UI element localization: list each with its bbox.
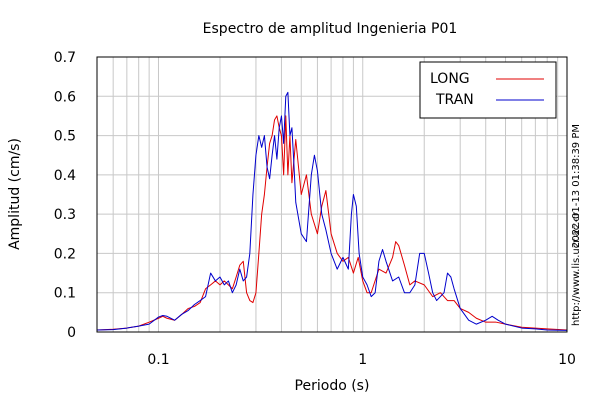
timestamp-annotation: 2022-01-13 01:38:39 PM	[571, 124, 582, 248]
chart-title: Espectro de amplitud Ingenieria P01	[203, 21, 458, 37]
series-line-tran	[96, 91, 568, 331]
y-tick-label: 0.3	[54, 207, 76, 223]
y-tick-label: 0.6	[54, 89, 76, 105]
plot-frame	[96, 56, 568, 333]
y-tick-label: 0	[67, 325, 76, 341]
legend-box	[419, 61, 557, 119]
y-tick-label: 0.4	[54, 168, 76, 184]
y-axis-label: Amplitud (cm/s)	[7, 138, 23, 250]
legend: LONG TRAN	[419, 61, 557, 119]
x-tick-label: 0.1	[147, 352, 169, 368]
y-tick-label: 0.7	[54, 50, 76, 66]
series-layer	[96, 91, 568, 331]
url-annotation: http://www.lis.ucr.ac.cr	[571, 211, 582, 326]
x-axis-ticks: 0.1 1 10	[147, 352, 576, 368]
legend-label-long: LONG	[430, 71, 470, 87]
x-tick-label: 10	[558, 352, 576, 368]
y-tick-label: 0.1	[54, 286, 76, 302]
y-axis-ticks: 0 0.1 0.2 0.3 0.4 0.5 0.6 0.7	[54, 50, 76, 341]
x-tick-label: 1	[358, 352, 367, 368]
x-axis-label: Periodo (s)	[295, 378, 370, 394]
y-tick-label: 0.2	[54, 246, 76, 262]
y-tick-label: 0.5	[54, 129, 76, 145]
legend-label-tran: TRAN	[435, 92, 474, 108]
